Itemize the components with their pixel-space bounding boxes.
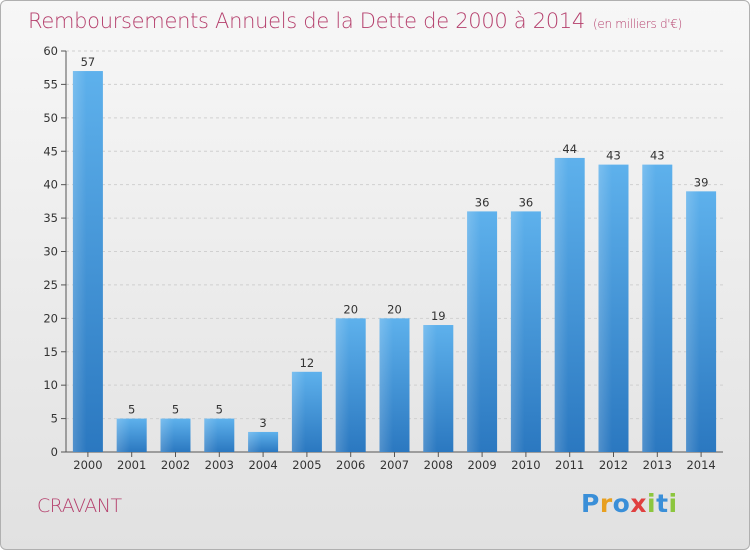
x-tick-label: 2009 [467,458,496,472]
y-tick-label: 5 [51,412,58,426]
y-tick-label: 10 [43,378,58,392]
y-tick-label: 20 [43,311,58,325]
data-label: 5 [128,403,135,417]
x-tick-label: 2004 [248,458,277,472]
data-label: 57 [81,55,96,69]
commune-name: CRAVANT [37,495,122,517]
chart-title: Remboursements Annuels de la Dette de 20… [28,9,682,33]
data-label: 44 [562,142,577,156]
bar-highlight [291,371,306,452]
bar-highlight [510,211,525,452]
data-label: 36 [475,195,490,209]
bar-highlight [335,318,350,452]
logo-letter: i [668,489,678,518]
x-tick-label: 2007 [380,458,409,472]
data-label: 39 [694,175,709,189]
data-label: 43 [606,149,621,163]
bar-highlight [248,431,262,452]
title-text: Remboursements Annuels de la Dette de 20… [28,9,585,33]
y-tick-label: 25 [43,278,58,292]
data-label: 20 [387,302,402,316]
y-tick-label: 30 [43,245,58,259]
x-tick-label: 2005 [292,458,321,472]
data-label: 20 [343,302,358,316]
data-label: 5 [172,403,179,417]
y-tick-label: 45 [43,144,58,158]
logo-letter: x [630,489,647,518]
x-tick-label: 2003 [205,458,234,472]
y-tick-label: 40 [43,178,58,192]
bar-highlight [72,71,87,453]
x-tick-label: 2013 [643,458,672,472]
bar-highlight [423,325,437,452]
y-tick-label: 55 [43,77,58,91]
x-tick-label: 2002 [161,458,190,472]
bar-highlight [686,191,700,452]
data-label: 19 [431,309,446,323]
bar-highlight [160,418,174,452]
x-tick-label: 2012 [599,458,628,472]
y-tick-label: 0 [51,445,58,459]
logo-letter: o [612,489,631,518]
y-tick-label: 35 [43,211,58,225]
data-label: 43 [650,149,665,163]
data-label: 12 [300,356,315,370]
data-label: 3 [259,416,266,430]
bar-highlight [554,157,569,452]
data-label: 36 [519,195,534,209]
y-tick-label: 15 [43,345,58,359]
bar-highlight [467,211,481,452]
unit-note: (en milliers d'€) [593,17,683,31]
x-tick-label: 2006 [336,458,365,472]
logo-letter: t [656,489,669,518]
x-tick-label: 2010 [511,458,540,472]
x-tick-label: 2001 [117,458,146,472]
bar-highlight [642,164,656,452]
x-tick-label: 2014 [686,458,715,472]
logo-letter: r [599,489,613,518]
bar-highlight [379,318,393,452]
logo-letter: P [581,489,600,518]
y-tick-label: 60 [43,44,58,58]
data-label: 5 [216,403,223,417]
x-tick-label: 2000 [73,458,102,472]
y-tick-label: 50 [43,111,58,125]
x-tick-label: 2008 [424,458,453,472]
bar-highlight [598,164,612,452]
bar-highlight [204,418,218,452]
proxiti-logo: Proxiti [581,489,678,518]
x-tick-label: 2011 [555,458,584,472]
logo-letter: i [647,489,657,518]
bar-highlight [116,418,131,452]
